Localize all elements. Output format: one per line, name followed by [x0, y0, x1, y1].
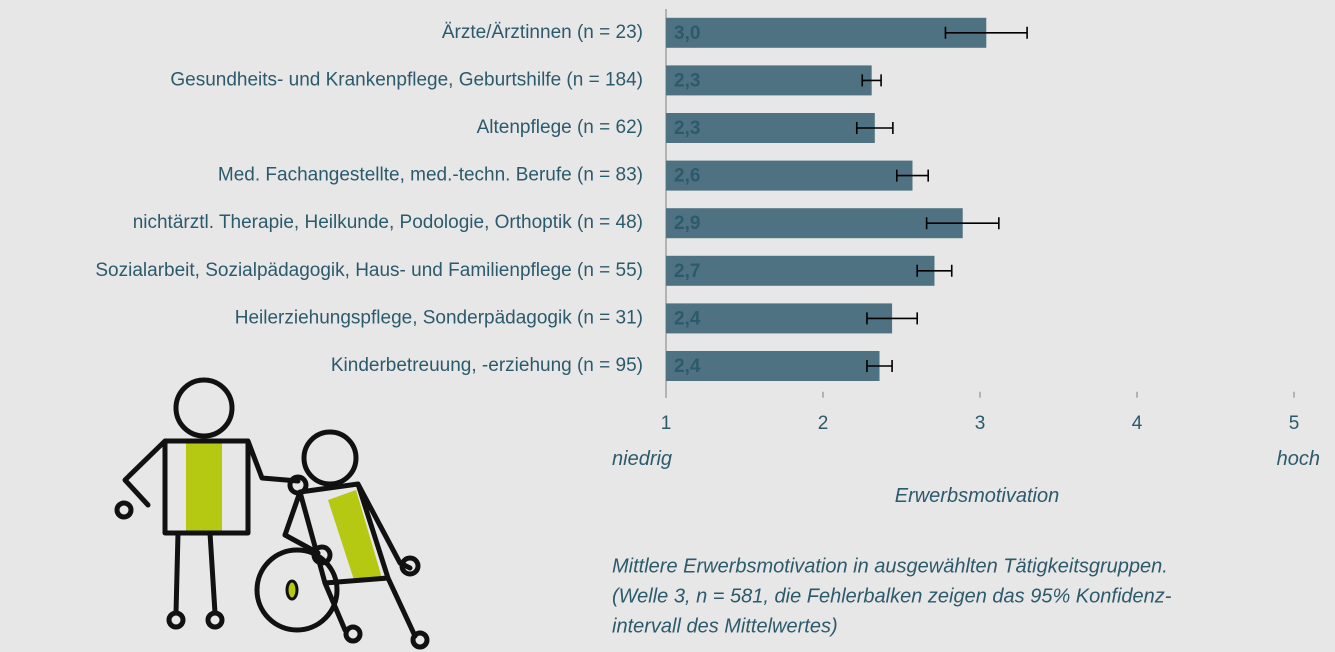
category-label: Kinderbetreuung, -erziehung (n = 95) — [331, 355, 643, 376]
bar — [666, 18, 986, 48]
bar — [666, 208, 963, 238]
x-axis-title: Erwerbsmotivation — [895, 485, 1060, 507]
value-label: 2,6 — [674, 166, 700, 187]
bar — [666, 161, 912, 191]
category-label: Med. Fachangestellte, med.-techn. Berufe… — [218, 165, 643, 186]
chart: 1 2 3 4 5 Ärzte/Ärztinnen (n = 23) 3,0 Gesundhe… — [0, 0, 1335, 652]
scale-high-label: hoch — [1277, 448, 1320, 470]
category-label: Sozialarbeit, Sozialpädagogik, Haus- und… — [95, 260, 643, 281]
bar — [666, 256, 934, 286]
scale-low-label: niedrig — [612, 448, 672, 470]
value-label: 2,3 — [674, 118, 700, 139]
x-tick-label: 3 — [975, 413, 986, 434]
value-label: 2,4 — [674, 356, 701, 377]
caption: Mittlere Erwerbsmotivation in ausgewählt… — [612, 555, 1168, 577]
category-label: Gesundheits- und Krankenpflege, Geburtsh… — [170, 69, 643, 90]
x-tick-label: 5 — [1289, 413, 1300, 434]
value-label: 2,9 — [674, 213, 700, 234]
x-tick-label: 2 — [818, 413, 829, 434]
category-label: Ärzte/Ärztinnen (n = 23) — [442, 22, 643, 43]
x-tick-label: 1 — [661, 413, 672, 434]
illustration — [117, 380, 427, 647]
category-label: nichtärztl. Therapie, Heilkunde, Podolog… — [133, 212, 643, 233]
value-label: 2,3 — [674, 70, 700, 91]
caption: intervall des Mittelwertes) — [612, 615, 838, 637]
x-tick-label: 4 — [1132, 413, 1143, 434]
caption: (Welle 3, n = 581, die Fehlerbalken zeig… — [612, 585, 1172, 607]
category-label: Altenpflege (n = 62) — [477, 117, 643, 138]
category-label: Heilerziehungspflege, Sonderpädagogik (n… — [235, 307, 643, 328]
value-label: 3,0 — [674, 23, 700, 44]
value-label: 2,4 — [674, 308, 701, 329]
value-label: 2,7 — [674, 261, 700, 282]
